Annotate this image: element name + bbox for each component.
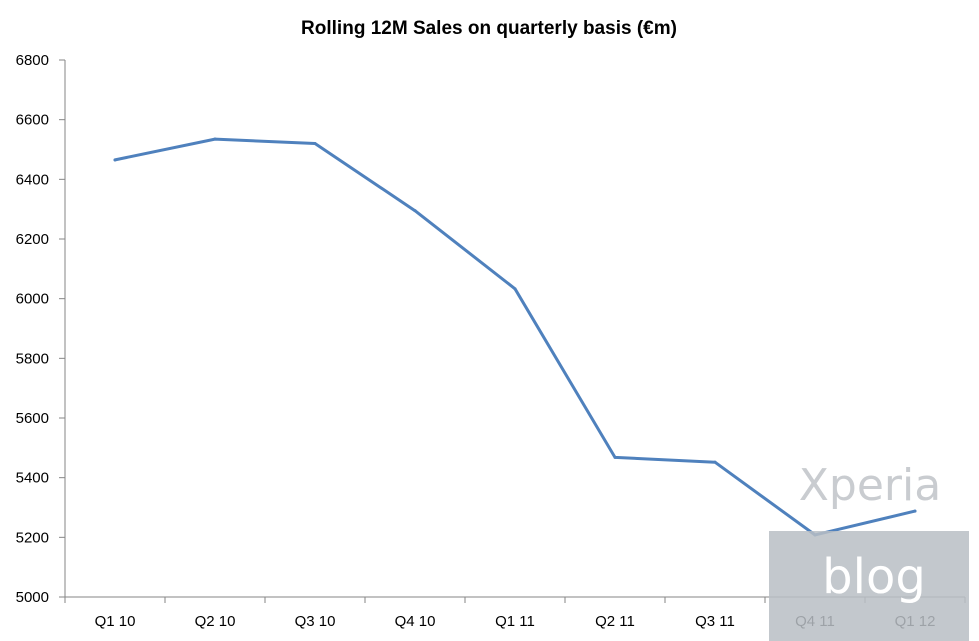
series-layer <box>113 137 917 537</box>
data-point <box>913 509 917 513</box>
y-tick-label: 6000 <box>16 291 49 308</box>
data-point <box>713 460 717 464</box>
x-tick-label: Q4 10 <box>395 613 436 630</box>
x-tick-label: Q2 10 <box>195 613 236 630</box>
y-tick-label: 6600 <box>16 112 49 129</box>
y-tick-label: 5200 <box>16 529 49 546</box>
series-line <box>113 137 917 537</box>
x-tick-label: Q3 11 <box>695 613 735 630</box>
xperia-blog-watermark: Xperia blog <box>769 460 969 641</box>
y-tick-label: 6400 <box>16 171 49 188</box>
y-tick-label: 6800 <box>16 52 49 69</box>
y-tick-label: 6200 <box>16 231 49 248</box>
x-tick-label: Q1 10 <box>95 613 136 630</box>
x-tick-label: Q2 11 <box>595 613 635 630</box>
y-tick-label: 5800 <box>16 350 49 367</box>
chart-title: Rolling 12M Sales on quarterly basis (€m… <box>301 18 677 39</box>
data-point <box>413 209 417 213</box>
x-tick-label: Q1 11 <box>495 613 535 630</box>
watermark-box <box>769 531 969 641</box>
y-tick-label: 5600 <box>16 410 49 427</box>
data-point <box>313 142 317 146</box>
data-point <box>613 455 617 459</box>
data-point <box>513 287 517 291</box>
y-axis: 5000 5200 5400 5600 5800 6000 6200 6400 6600 6800 <box>16 52 66 606</box>
watermark-top-text: Xperia <box>799 460 941 511</box>
watermark-bottom-text: blog <box>822 549 926 605</box>
y-tick-label: 5400 <box>16 470 49 487</box>
y-tick-label: 5000 <box>16 589 49 606</box>
data-point <box>213 137 217 141</box>
data-point <box>113 158 117 162</box>
x-tick-label: Q3 10 <box>295 613 336 630</box>
